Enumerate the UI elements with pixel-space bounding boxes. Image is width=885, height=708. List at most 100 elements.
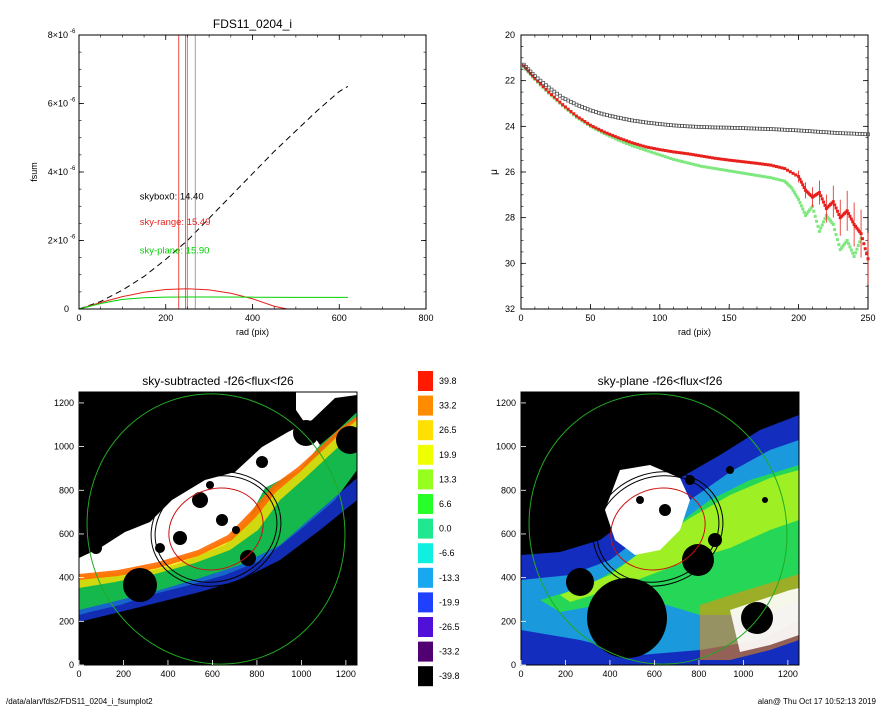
- mu-data-point: [713, 156, 717, 160]
- mu-data-point: [799, 180, 803, 184]
- mu-data-point: [847, 242, 851, 246]
- mu-data-point: [727, 158, 731, 162]
- y-tick-exponent: -6: [70, 235, 76, 241]
- colorbar-label: -26.5: [439, 622, 460, 632]
- mu-data-point: [855, 247, 859, 251]
- chart-annotation: sky-plane: 15.90: [140, 246, 210, 257]
- mu-data-point: [761, 174, 765, 178]
- mu-data-point: [848, 214, 852, 218]
- y-tick-label: 32: [505, 304, 515, 314]
- y-tick-label: 8×10: [48, 30, 68, 40]
- mu-data-point: [747, 172, 751, 176]
- x-tick-label: 1000: [291, 669, 311, 679]
- mu-data-point: [797, 197, 801, 201]
- mu-data-point: [528, 69, 533, 74]
- mu-data-point: [702, 165, 706, 169]
- mu-data-point: [833, 203, 837, 207]
- mu-data-point: [761, 162, 765, 166]
- mu-data-point: [577, 116, 581, 120]
- y-tick-label: 26: [505, 167, 515, 177]
- mu-data-point: [522, 64, 526, 68]
- mu-data-point: [719, 167, 723, 171]
- x-tick-label: 150: [722, 313, 737, 323]
- mu-data-point: [798, 201, 802, 205]
- mu-data-point: [691, 153, 695, 157]
- mu-data-point: [763, 162, 767, 166]
- colorbar-swatch: [418, 666, 433, 687]
- fsum-series-line: [78, 85, 349, 310]
- mu-data-point: [804, 213, 808, 217]
- mu-data-point: [766, 163, 770, 167]
- mu-data-point: [809, 206, 813, 210]
- mu-data-point: [588, 123, 592, 127]
- mu-data-point: [794, 193, 798, 197]
- mu-data-point: [856, 228, 860, 232]
- mu-data-point: [766, 175, 770, 179]
- mu-data-point: [733, 159, 737, 163]
- y-tick-exponent: -6: [70, 98, 76, 104]
- mu-data-point: [633, 142, 637, 146]
- colorbar-swatch: [418, 395, 433, 416]
- mu-data-point: [666, 149, 670, 153]
- colorbar-label: 13.3: [439, 474, 457, 484]
- mu-data-point: [624, 141, 628, 145]
- image-frame: [520, 391, 800, 666]
- mu-data-point: [613, 137, 617, 141]
- colorbar-label: -6.6: [439, 548, 455, 558]
- x-tick-label: 200: [558, 669, 573, 679]
- mu-data-point: [647, 149, 651, 153]
- mu-data-point: [772, 176, 776, 180]
- mu-data-point: [755, 173, 759, 177]
- mu-data-point: [758, 174, 762, 178]
- mu-data-point: [661, 148, 665, 152]
- mu-data-point: [591, 125, 595, 129]
- mu-data-point: [830, 221, 834, 225]
- mu-data-point: [558, 93, 562, 98]
- y-tick-label: 30: [505, 258, 515, 268]
- mu-data-point: [541, 81, 546, 85]
- x-tick-label: 100: [652, 313, 667, 323]
- y-tick-label: 28: [505, 213, 515, 223]
- mu-data-point: [683, 160, 687, 164]
- x-tick-label: 400: [602, 669, 617, 679]
- x-tick-label: 50: [585, 313, 595, 323]
- mu-data-point: [680, 159, 684, 163]
- mu-data-point: [605, 131, 609, 135]
- mu-data-point: [838, 248, 842, 252]
- mu-data-point: [521, 62, 526, 67]
- x-tick-label: 0: [76, 669, 81, 679]
- colorbar-swatch: [418, 494, 433, 514]
- colorbar-swatch: [418, 518, 433, 539]
- mu-data-point: [849, 217, 853, 221]
- mu-data-point: [711, 166, 715, 170]
- x-tick-label: 1000: [733, 669, 753, 679]
- mu-data-point: [777, 178, 781, 182]
- mu-data-point: [531, 74, 535, 78]
- colorbar-label: -13.3: [439, 573, 460, 583]
- mu-data-point: [805, 212, 809, 216]
- colorbar-label: 6.6: [439, 499, 452, 509]
- mu-data-point: [655, 152, 659, 156]
- mu-data-point: [769, 176, 773, 180]
- colorbar-swatch: [418, 543, 433, 564]
- colorbar-label: -33.2: [439, 647, 460, 657]
- mu-data-point: [713, 167, 717, 171]
- mu-data-point: [688, 162, 692, 166]
- mu-data-point: [699, 164, 703, 168]
- mu-data-point: [536, 79, 540, 83]
- mu-data-point: [663, 155, 667, 159]
- y-tick-label: 0: [64, 304, 69, 314]
- mu-data-point: [849, 248, 853, 252]
- mu-data-point: [633, 145, 637, 149]
- mu-data-point: [747, 160, 751, 164]
- mu-data-point: [837, 243, 841, 247]
- mu-data-point: [820, 197, 824, 201]
- mu-data-point: [697, 154, 701, 158]
- mu-data-point: [611, 135, 615, 139]
- mu-data-point: [613, 135, 617, 139]
- mu-data-point: [730, 169, 734, 173]
- mu-data-point: [652, 147, 656, 151]
- mu-data-point: [669, 149, 673, 153]
- mu-data-point: [833, 228, 837, 232]
- mu-data-point: [555, 91, 559, 96]
